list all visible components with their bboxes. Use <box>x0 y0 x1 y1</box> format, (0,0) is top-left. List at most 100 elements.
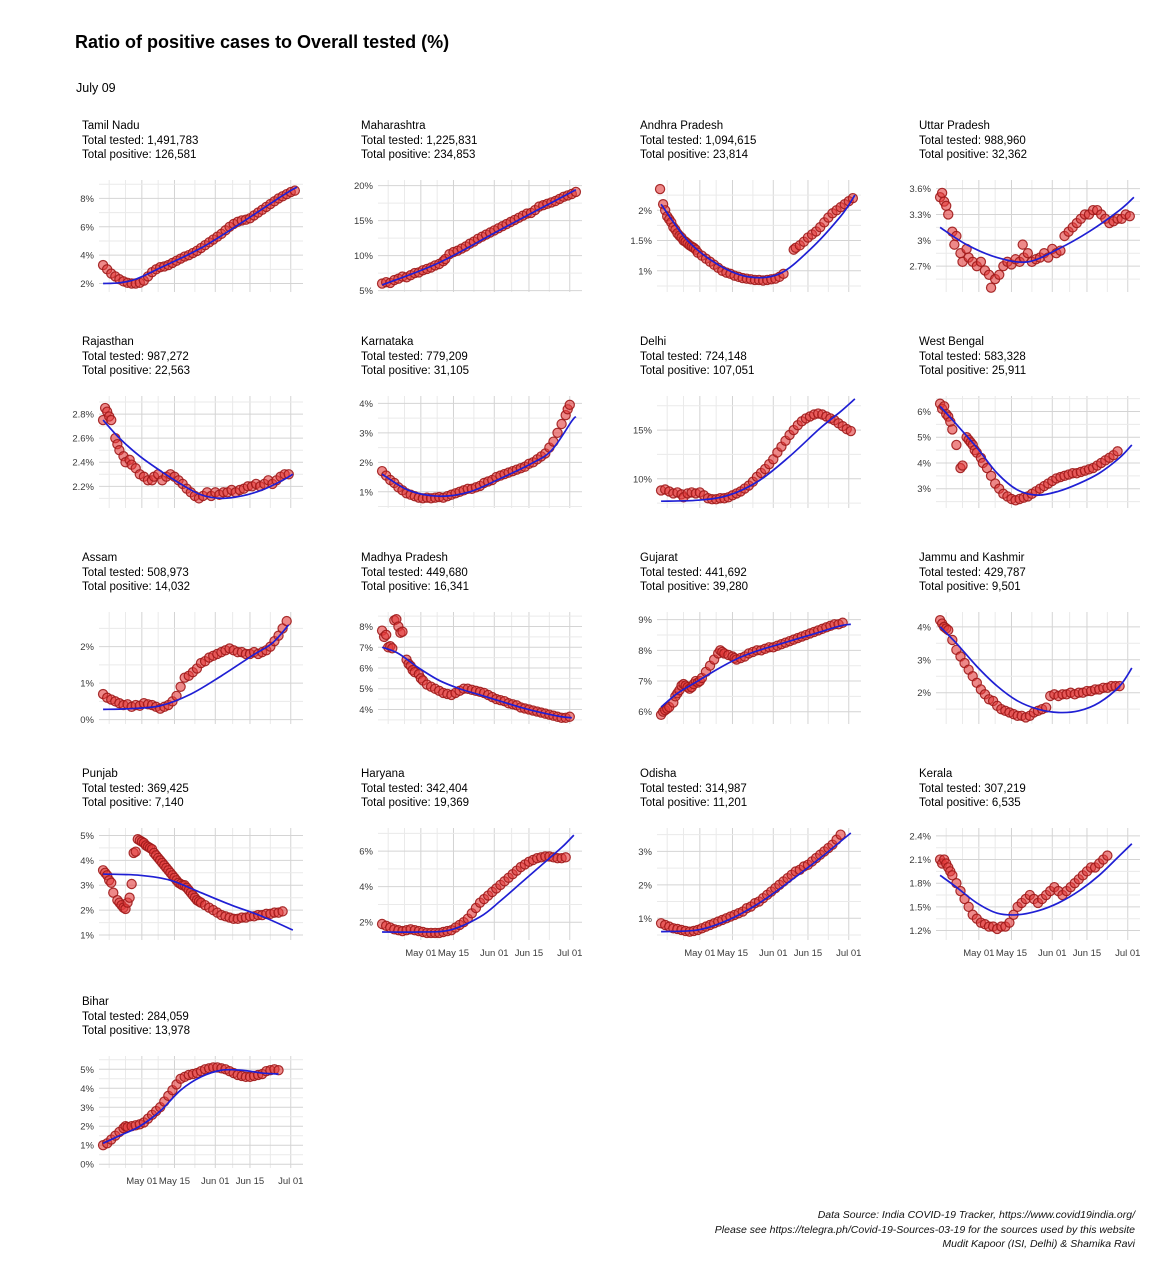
panel-state-name: Karnataka <box>361 336 414 348</box>
panel-total-tested: Total tested: 342,404 <box>361 782 468 795</box>
panel-total-positive: Total positive: 32,362 <box>919 149 1028 162</box>
y-tick-label: 2% <box>638 206 652 217</box>
panel-chart-andhra-pradesh: 1% 1.5% 2% <box>630 180 861 292</box>
panel-total-tested: Total tested: 987,272 <box>82 350 189 363</box>
y-tick-label: 2.4% <box>909 831 931 842</box>
panel-total-positive: Total positive: 13,978 <box>82 1025 191 1038</box>
x-tick-label: Jul 01 <box>557 948 582 959</box>
panel-chart-west-bengal: 3% 4% 5% 6% <box>917 396 1140 508</box>
y-tick-label: 8% <box>80 194 94 205</box>
x-tick-label: Jun 01 <box>201 1176 230 1187</box>
y-tick-label: 1% <box>80 1141 94 1152</box>
panel-total-tested: Total tested: 284,059 <box>82 1010 189 1023</box>
state-panel-delhi: Delhi Total tested: 724,148 Total positive… <box>615 335 894 551</box>
y-tick-label: 3.6% <box>909 184 931 195</box>
panel-chart-haryana: 2% 4% 6% May 01 May 15 Jun 01 Jun 15 Jul 01 <box>359 828 582 959</box>
y-tick-label: 6% <box>638 707 652 718</box>
panel-header: Karnataka Total tested: 779,209 Total posi… <box>361 335 615 385</box>
panel-total-tested: Total tested: 429,787 <box>919 566 1026 579</box>
panel-chart-rajasthan: 2.2% 2.4% 2.6% 2.8% <box>72 396 303 508</box>
x-tick-label: May 01 <box>963 948 994 959</box>
state-panel-rajasthan: Rajasthan Total tested: 987,272 Total posi… <box>57 335 336 551</box>
y-tick-label: 2.2% <box>72 482 94 493</box>
x-tick-label: May 01 <box>684 948 715 959</box>
panel-chart-odisha: 1% 2% 3% May 01 May 15 Jun 01 Jun 15 Jul 01 <box>638 828 861 959</box>
panel-state-name: Jammu and Kashmir <box>919 552 1025 564</box>
state-panel-maharashtra: Maharashtra Total tested: 1,225,831 Total … <box>336 119 615 335</box>
y-tick-label: 9% <box>638 615 652 626</box>
y-tick-label: 2% <box>359 918 373 929</box>
y-tick-label: 4% <box>917 458 931 469</box>
panel-header: Tamil Nadu Total tested: 1,491,783 Total p… <box>82 119 336 169</box>
x-tick-label: May 15 <box>996 948 1027 959</box>
state-panel-gujarat: Gujarat Total tested: 441,692 Total positi… <box>615 551 894 767</box>
panel-header: Kerala Total tested: 307,219 Total positiv… <box>919 767 1173 817</box>
y-tick-label: 2% <box>80 279 94 290</box>
y-tick-label: 6% <box>80 222 94 233</box>
y-tick-label: 2% <box>80 642 94 653</box>
x-tick-label: Jun 01 <box>759 948 788 959</box>
footer: Data Source: India COVID-19 Tracker, htt… <box>715 1208 1135 1252</box>
y-tick-label: 1.2% <box>909 926 931 937</box>
panel-total-positive: Total positive: 39,280 <box>640 581 749 594</box>
y-tick-label: 3% <box>917 655 931 666</box>
y-tick-label: 3% <box>80 881 94 892</box>
y-tick-label: 2% <box>359 458 373 469</box>
y-tick-label: 4% <box>80 1084 94 1095</box>
x-tick-label: May 01 <box>126 1176 157 1187</box>
panel-chart-maharashtra: 5% 10% 15% 20% <box>354 180 582 297</box>
y-tick-label: 5% <box>80 1065 94 1076</box>
x-tick-label: May 15 <box>438 948 469 959</box>
panel-state-name: Delhi <box>640 336 667 348</box>
small-multiples-grid: Tamil Nadu Total tested: 1,491,783 Total p… <box>57 119 1173 1235</box>
panel-state-name: Rajasthan <box>82 336 134 348</box>
y-tick-label: 8% <box>359 622 373 633</box>
panel-total-positive: Total positive: 19,369 <box>361 797 470 810</box>
footer-source-line-2: Please see https://telegra.ph/Covid-19-S… <box>714 1223 1135 1236</box>
panel-header: Madhya Pradesh Total tested: 449,680 Total… <box>361 551 615 601</box>
panel-state-name: Assam <box>82 552 118 564</box>
panel-state-name: Maharashtra <box>361 120 426 132</box>
panel-header: Rajasthan Total tested: 987,272 Total posi… <box>82 335 336 385</box>
panel-total-tested: Total tested: 988,960 <box>919 134 1026 147</box>
y-tick-label: 1.8% <box>909 879 931 890</box>
panel-header: West Bengal Total tested: 583,328 Total po… <box>919 335 1173 385</box>
panel-total-tested: Total tested: 779,209 <box>361 350 468 363</box>
panel-header: Gujarat Total tested: 441,692 Total positi… <box>640 551 894 601</box>
y-tick-label: 3% <box>917 236 931 247</box>
y-tick-label: 1.5% <box>909 902 931 913</box>
y-tick-label: 1.5% <box>630 236 652 247</box>
state-panel-haryana: Haryana Total tested: 342,404 Total positi… <box>336 767 615 995</box>
y-tick-label: 6% <box>359 664 373 675</box>
y-tick-label: 10% <box>354 251 374 262</box>
panel-total-positive: Total positive: 9,501 <box>919 581 1021 594</box>
x-tick-label: Jul 01 <box>278 1176 303 1187</box>
y-tick-label: 2.1% <box>909 855 931 866</box>
panel-chart-bihar: 0% 1% 2% 3% 4% 5% May 01 May 15 Jun 01 Jun 15 Jul … <box>80 1056 303 1187</box>
y-tick-label: 7% <box>638 677 652 688</box>
y-tick-label: 10% <box>633 474 653 485</box>
panel-chart-uttar-pradesh: 2.7% 3% 3.3% 3.6% <box>909 180 1140 293</box>
panel-state-name: Haryana <box>361 768 405 780</box>
panel-total-positive: Total positive: 23,814 <box>640 149 749 162</box>
panel-total-tested: Total tested: 1,491,783 <box>82 134 199 147</box>
panel-state-name: Madhya Pradesh <box>361 552 448 564</box>
y-tick-label: 3% <box>80 1103 94 1114</box>
panel-total-positive: Total positive: 126,581 <box>82 149 197 162</box>
y-tick-label: 4% <box>80 856 94 867</box>
state-panel-uttar-pradesh: Uttar Pradesh Total tested: 988,960 Total … <box>894 119 1173 335</box>
panel-total-tested: Total tested: 583,328 <box>919 350 1026 363</box>
y-tick-label: 4% <box>80 251 94 262</box>
panel-chart-karnataka: 1% 2% 3% 4% <box>359 396 582 508</box>
panel-state-name: Odisha <box>640 768 677 780</box>
x-tick-label: May 15 <box>159 1176 190 1187</box>
panel-total-tested: Total tested: 449,680 <box>361 566 468 579</box>
y-tick-label: 15% <box>633 426 653 437</box>
panel-state-name: Gujarat <box>640 552 678 564</box>
x-tick-label: Jun 15 <box>1073 948 1102 959</box>
y-tick-label: 5% <box>80 831 94 842</box>
y-tick-label: 2.7% <box>909 262 931 273</box>
panel-state-name: Punjab <box>82 768 118 780</box>
panel-total-tested: Total tested: 724,148 <box>640 350 747 363</box>
panel-state-name: Kerala <box>919 768 953 780</box>
